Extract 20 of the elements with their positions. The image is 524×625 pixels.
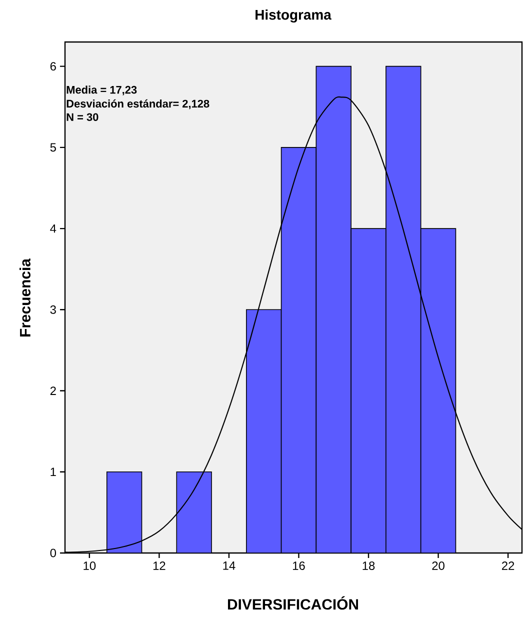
x-tick-label: 16: [292, 562, 305, 570]
y-tick-label: 1: [50, 468, 56, 476]
x-tick-label: 10: [84, 562, 96, 570]
x-tick-label: 18: [362, 562, 375, 570]
y-axis-title: Frecuencia: [20, 258, 30, 336]
annotation: Desviación estándar= 2,128: [66, 99, 210, 110]
annotation: Media = 17,23: [66, 86, 137, 96]
x-tick-label: 22: [502, 562, 514, 570]
y-tick-label: 0: [50, 548, 56, 558]
y-tick-label: 6: [50, 62, 56, 71]
x-tick-label: 12: [153, 562, 166, 570]
annotation: N = 30: [66, 113, 98, 121]
x-tick-label: 20: [432, 562, 444, 570]
x-axis-title: DIVERSIFICACIÓN: [228, 596, 358, 610]
chart-title: Histograma: [256, 9, 332, 23]
y-tick-label: 5: [50, 143, 56, 152]
x-tick-label: 14: [223, 562, 236, 570]
y-tick-label: 3: [50, 305, 56, 314]
y-tick-label: 2: [50, 386, 56, 395]
y-tick-label: 4: [50, 224, 56, 233]
